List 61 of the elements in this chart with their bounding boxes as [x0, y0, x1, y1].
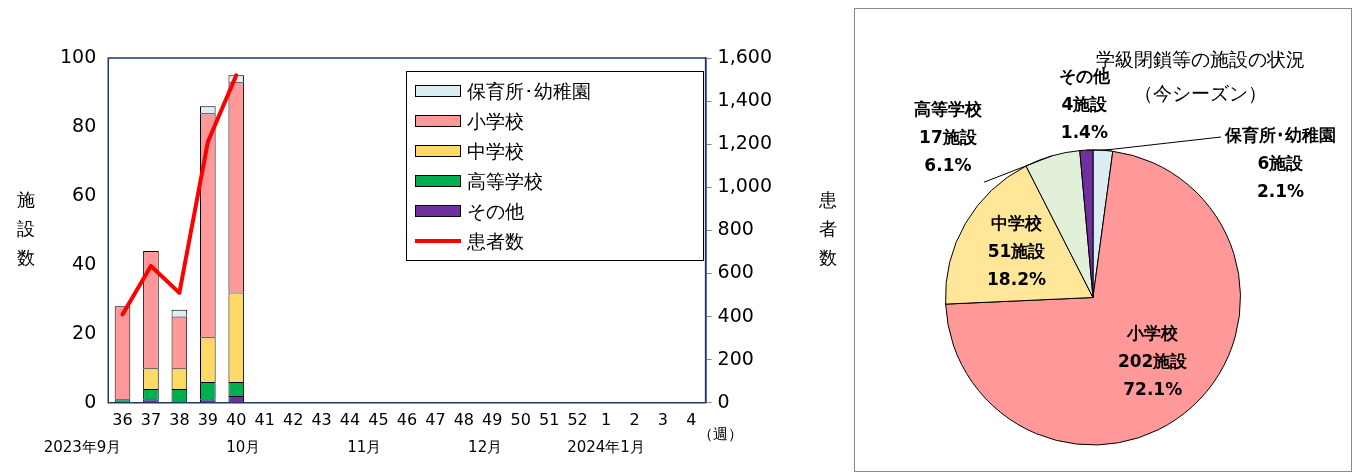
y-tick-label: 100 — [60, 44, 97, 67]
x-tick-label: 50 — [510, 409, 531, 429]
text: 10月 — [226, 437, 261, 456]
y2-tick-label: 1,400 — [717, 88, 773, 111]
y-tick-label: 40 — [72, 251, 97, 274]
legend-label: 高等学校 — [466, 169, 543, 194]
text: （今シーズン） — [1133, 81, 1267, 104]
slice-label: 小学校 — [1126, 323, 1180, 344]
data-label: 202施設 72.1% — [1117, 351, 1189, 400]
data-label: 4施設 1.4% — [1060, 94, 1109, 143]
x-tick-label: 47 — [425, 409, 446, 429]
data-label: 6施設 2.1% — [1256, 153, 1305, 202]
x-tick-label: 1 — [600, 409, 612, 429]
data-label: 17施設 6.1% — [919, 126, 978, 175]
y2-tick-label: 600 — [717, 260, 754, 283]
text: 2023年9月 — [43, 437, 122, 456]
y-axis-title: 施設数 — [17, 189, 35, 269]
x-tick-label: 46 — [396, 409, 418, 429]
y2-tick-label: 400 — [717, 303, 754, 326]
x-tick-label: 52 — [567, 409, 588, 429]
legend-label: その他 — [466, 199, 524, 224]
x-tick-label: 42 — [282, 409, 304, 429]
y2-tick-label: 1,000 — [717, 174, 773, 197]
legend-label: 中学校 — [466, 139, 524, 164]
text: 2024年1月 — [567, 437, 645, 456]
y2-tick-label: 1,200 — [717, 131, 773, 154]
x-tick-label: 4 — [686, 409, 697, 429]
text: 11月 — [347, 437, 382, 456]
y2-tick-label: 200 — [717, 346, 754, 369]
x-tick-label: 3 — [657, 409, 669, 429]
x-tick-label: 48 — [453, 409, 475, 429]
legend-label: 患者数 — [466, 229, 524, 254]
slice-label: 中学校 — [991, 213, 1044, 234]
y-tick-label: 80 — [72, 113, 97, 136]
x-tick-label: 2 — [629, 409, 640, 429]
x-tick-label: 38 — [169, 409, 190, 429]
x-tick-label: 41 — [254, 409, 275, 429]
x-tick-label: 45 — [368, 409, 389, 429]
data-label: 51施設 18.2% — [987, 241, 1047, 290]
x-tick-label: 49 — [482, 409, 503, 429]
slice-label: 保育所･幼稚園 — [1224, 125, 1336, 146]
x-tick-label: 37 — [140, 409, 162, 429]
x-tick-label: 39 — [197, 409, 218, 429]
x-tick-label: 36 — [112, 409, 133, 429]
x-tick-label: 40 — [226, 409, 247, 429]
x-tick-label: 43 — [311, 409, 332, 429]
chart-title: 学級閉鎖等の施設の状況 — [1095, 47, 1305, 70]
legend-label: 保育所･幼稚園 — [466, 79, 591, 104]
slice-label: 高等学校 — [913, 98, 983, 119]
y-tick-label: 60 — [72, 182, 97, 205]
x-tick-label: 51 — [538, 409, 560, 429]
y-tick-label: 0 — [84, 389, 97, 412]
y2-tick-label: 800 — [717, 217, 754, 240]
x-axis-title: （週） — [697, 424, 743, 443]
y2-axis-title: 患者数 — [818, 189, 837, 269]
y2-tick-label: 1,600 — [717, 44, 773, 67]
y2-tick-label: 0 — [717, 389, 730, 412]
y-tick-label: 20 — [72, 320, 97, 343]
x-tick-label: 44 — [339, 409, 361, 429]
text: 12月 — [468, 437, 503, 456]
legend-label: 小学校 — [466, 109, 524, 134]
